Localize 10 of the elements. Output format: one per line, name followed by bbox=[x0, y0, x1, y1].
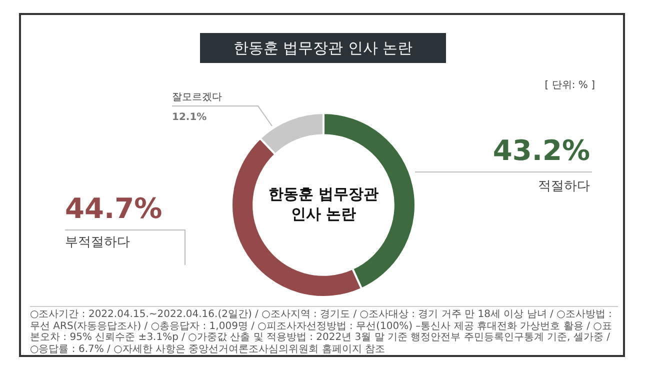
text: ○조사기간 : 2022.04.15.~2022.04.16.(2일간) / ○조사지역 : 경기도 / ○조사대상 : 경기 거주 만 18세 이상 남녀 / ○조사방법 : 무선 ARS(자동응답조사) / ○총응답자 : 1,009명 / ○피조사자선정방법 : 무선(100%) –통신사 제공 휴대전화 가상번호 활용 / ○표본오차 : 95% 신뢰수준 ±3.1%p / ○가중값 산출 및 적용방법 : 2022년 3월 말 기준 행정안전부 주민등록인구통계 기준, 셀가중 / ○응답률 : 6.7% / ○자세한 사항은 중앙선거여론조사심의위원회 홈페이지 참조 bbox=[30, 306, 618, 355]
text: [ 단위: % ] bbox=[544, 79, 595, 92]
data-label: 12.1% bbox=[172, 112, 207, 123]
text: 한동훈 법무장관 인사 논란 bbox=[268, 184, 379, 223]
data-label: 44.7% bbox=[65, 192, 162, 225]
slice-label: 잘모르겠다 bbox=[172, 92, 222, 103]
data-label: 43.2% bbox=[492, 134, 590, 167]
slice-label: 부적절하다 bbox=[65, 235, 130, 250]
slice-label: 적절하다 bbox=[538, 179, 590, 194]
chart-title: 한동훈 법무장관 인사 논란 bbox=[200, 33, 446, 63]
